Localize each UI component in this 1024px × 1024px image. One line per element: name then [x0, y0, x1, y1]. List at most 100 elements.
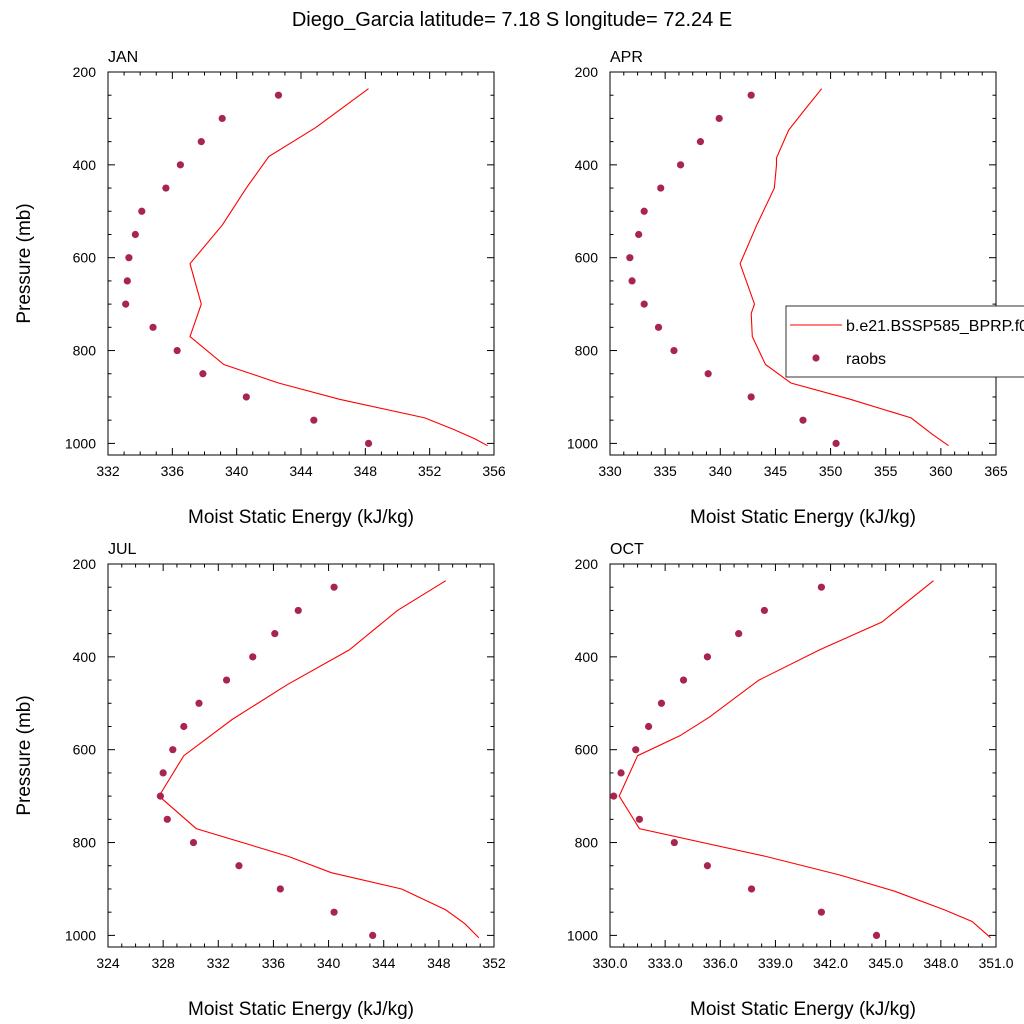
x-tick-label: 342.0	[813, 955, 848, 971]
x-tick-label: 340	[709, 463, 733, 479]
raobs-point	[294, 606, 302, 615]
y-tick-label: 800	[575, 343, 599, 359]
raobs-point	[163, 815, 171, 823]
raobs-point	[626, 254, 634, 262]
raobs-point	[703, 862, 712, 870]
raobs-point	[271, 630, 279, 638]
raobs-point	[817, 583, 825, 591]
y-tick-label: 200	[575, 64, 599, 80]
raobs-point	[832, 439, 840, 447]
raobs-point	[735, 630, 743, 638]
raobs-point	[274, 91, 283, 99]
x-tick-label: 345.0	[868, 955, 903, 971]
raobs-point	[173, 346, 181, 355]
x-tick-label: 332	[96, 463, 120, 479]
raobs-point	[640, 207, 648, 215]
raobs-point	[156, 792, 164, 800]
x-tick-label: 328	[151, 955, 175, 971]
x-tick-label: 330.0	[592, 955, 627, 971]
x-tick-label: 348	[427, 955, 451, 971]
raobs-point	[617, 769, 625, 777]
x-axis-title: Moist Static Energy (kJ/kg)	[690, 507, 916, 528]
x-tick-label: 352	[482, 955, 506, 971]
x-tick-label: 355	[874, 463, 898, 479]
raobs-point	[276, 885, 284, 893]
raobs-point	[235, 862, 243, 870]
raobs-point	[610, 792, 618, 800]
y-tick-label: 400	[575, 157, 599, 173]
raobs-point	[628, 277, 636, 285]
panels-group: JAN 332 336 340 344 348 352 356 200 400 600 800 1000…	[14, 49, 1014, 1020]
raobs-point	[222, 676, 231, 684]
raobs-point	[159, 769, 167, 777]
x-tick-label: 352	[418, 463, 442, 479]
raobs-point	[747, 393, 755, 401]
raobs-point	[747, 885, 756, 893]
raobs-point	[195, 699, 203, 707]
raobs-point	[310, 416, 318, 424]
legend-label-raobs: raobs	[846, 351, 886, 368]
x-tick-label: 336	[161, 463, 185, 479]
raobs-point	[330, 583, 338, 591]
raobs-point	[645, 722, 653, 731]
raobs-point	[654, 323, 663, 331]
y-tick-label: 400	[73, 157, 97, 173]
panel-label: JAN	[108, 49, 138, 66]
x-tick-label: 330	[598, 463, 622, 479]
x-axis-title: Moist Static Energy (kJ/kg)	[188, 999, 414, 1020]
x-tick-label: 332	[207, 955, 231, 971]
raobs-point	[125, 254, 133, 262]
y-tick-label: 1000	[65, 927, 96, 943]
raobs-point	[149, 323, 157, 331]
y-tick-label: 400	[73, 649, 97, 665]
raobs-point	[169, 746, 177, 754]
raobs-point	[364, 439, 373, 447]
y-tick-label: 600	[575, 250, 599, 266]
y-tick-label: 200	[73, 556, 97, 572]
x-tick-label: 348.0	[923, 955, 958, 971]
x-tick-label: 344	[289, 463, 313, 479]
raobs-point	[242, 393, 250, 401]
x-tick-label: 356	[482, 463, 506, 479]
raobs-point	[679, 676, 688, 684]
y-tick-label: 1000	[567, 927, 598, 943]
y-axis-title: Pressure (mb)	[14, 203, 35, 323]
y-tick-label: 1000	[65, 435, 96, 451]
x-tick-label: 360	[929, 463, 953, 479]
raobs-point	[180, 722, 188, 731]
raobs-point	[249, 653, 257, 661]
x-tick-label: 336	[262, 955, 286, 971]
y-tick-label: 400	[575, 649, 599, 665]
raobs-point	[760, 606, 769, 615]
y-tick-label: 200	[73, 64, 97, 80]
y-tick-label: 600	[575, 742, 599, 758]
raobs-point	[670, 838, 678, 847]
raobs-point	[676, 161, 685, 169]
x-tick-label: 351.0	[978, 955, 1013, 971]
raobs-point	[218, 114, 226, 123]
model-series-line	[158, 580, 480, 939]
panel-jul: JUL 324 328 332 336 340 344 348 352 200 400 600 800 1…	[14, 541, 506, 1020]
raobs-point	[162, 184, 170, 192]
raobs-point	[123, 277, 131, 285]
plot-frame	[609, 71, 997, 456]
plot-frame	[107, 563, 495, 948]
x-tick-label: 333.0	[648, 955, 683, 971]
raobs-point	[640, 300, 648, 308]
model-series-line	[618, 580, 991, 939]
legend-box	[785, 305, 1024, 378]
raobs-point	[799, 416, 807, 424]
raobs-point	[330, 908, 338, 916]
legend-marker-swatch	[812, 354, 820, 362]
x-tick-label: 340	[225, 463, 249, 479]
plot-frame	[107, 71, 495, 456]
x-tick-label: 350	[819, 463, 843, 479]
raobs-point	[704, 370, 712, 378]
x-tick-label: 324	[96, 955, 120, 971]
panel-label: APR	[610, 49, 643, 66]
raobs-point	[122, 300, 130, 308]
raobs-point	[176, 161, 184, 169]
x-tick-label: 336.0	[703, 955, 738, 971]
x-tick-label: 339.0	[758, 955, 793, 971]
